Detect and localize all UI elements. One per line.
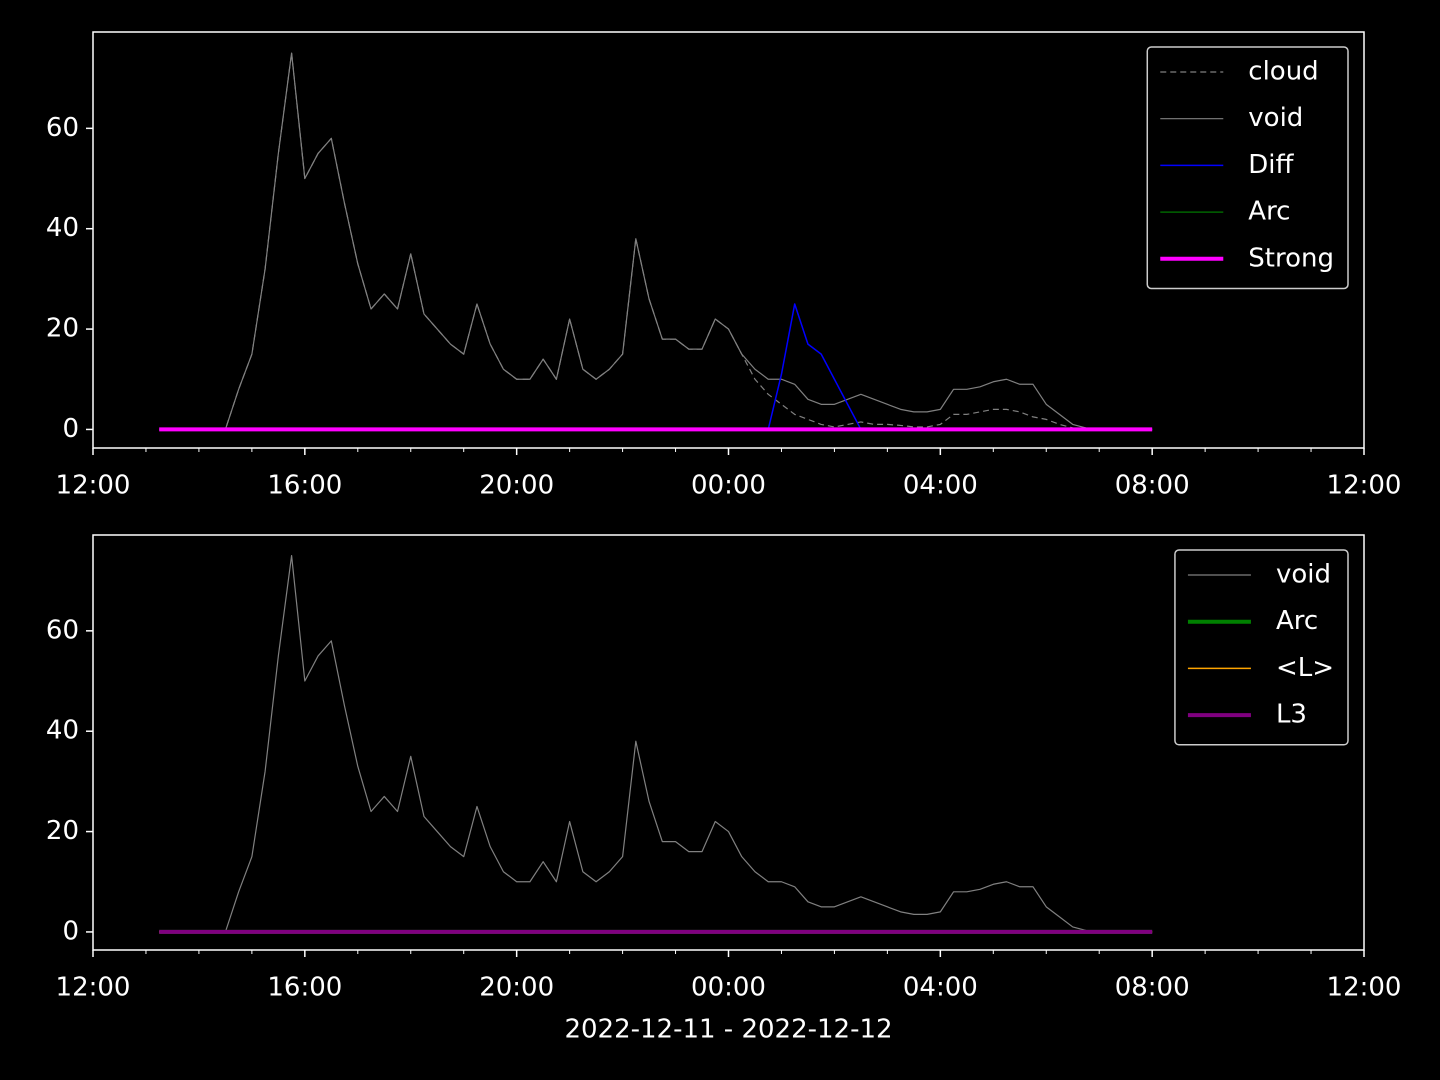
x-axis-label: 2022-12-11 - 2022-12-12 (564, 1015, 892, 1045)
x-tick-label: 04:00 (903, 973, 978, 1003)
legend-box (1174, 549, 1349, 746)
legend-label: void (1276, 560, 1331, 590)
x-tick-label: 12:00 (1327, 471, 1402, 501)
legend-label: <L> (1276, 653, 1334, 683)
x-tick-label: 16:00 (267, 973, 342, 1003)
axes-frame (92, 534, 1365, 951)
x-tick-label: 08:00 (1115, 973, 1190, 1003)
y-tick-label: 0 (62, 916, 79, 946)
x-tick-label: 12:00 (1327, 973, 1402, 1003)
legend-label: L3 (1276, 700, 1307, 730)
y-tick-label: 20 (46, 314, 79, 344)
y-tick-label: 60 (46, 113, 79, 143)
legend: void Arc <L> L3 (1174, 549, 1349, 746)
x-tick-label: 16:00 (267, 471, 342, 501)
y-tick-label: 40 (46, 213, 79, 243)
y-tick-label: 60 (46, 615, 79, 645)
series-line (159, 52, 1153, 431)
legend-label: Diff (1248, 150, 1294, 180)
series-line (159, 303, 1153, 431)
y-tick-label: 40 (46, 716, 79, 746)
y-tick-label: 0 (62, 414, 79, 444)
legend-label: void (1248, 103, 1303, 133)
x-tick-label: 20:00 (479, 973, 554, 1003)
legend-label: cloud (1248, 57, 1318, 87)
x-tick-label: 00:00 (691, 471, 766, 501)
series-line (159, 554, 1153, 933)
legend-label: Arc (1276, 606, 1318, 636)
x-tick-label: 12:00 (56, 973, 131, 1003)
x-tick-label: 00:00 (691, 973, 766, 1003)
legend: cloud void Diff Arc Strong (1146, 46, 1349, 290)
x-tick-label: 20:00 (479, 471, 554, 501)
legend-label: Arc (1248, 197, 1290, 227)
x-tick-label: 04:00 (903, 471, 978, 501)
y-tick-label: 20 (46, 816, 79, 846)
x-tick-label: 08:00 (1115, 471, 1190, 501)
series-line (159, 52, 1153, 431)
legend-label: Strong (1248, 243, 1334, 273)
legend-box (1146, 46, 1349, 290)
axes-frame (92, 31, 1365, 449)
x-tick-label: 12:00 (56, 471, 131, 501)
